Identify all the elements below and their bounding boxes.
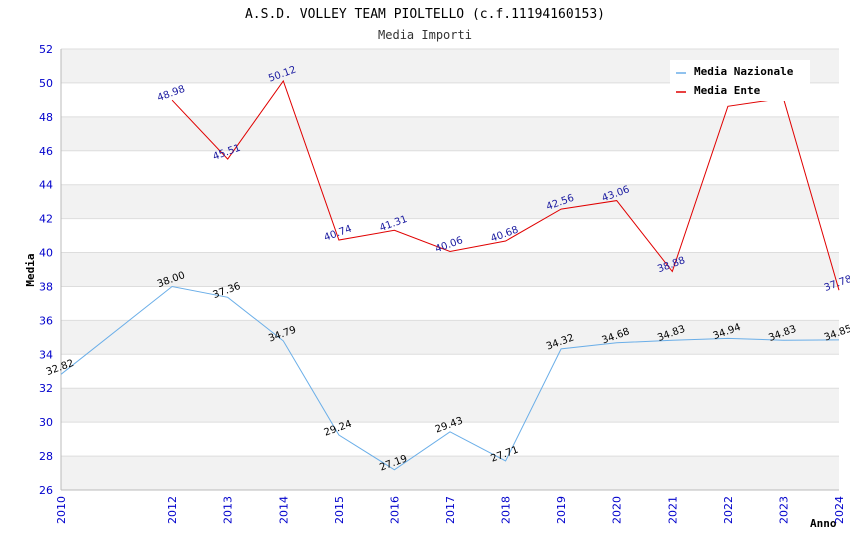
x-tick-label: 2015	[333, 496, 346, 524]
grid-band	[61, 184, 839, 219]
x-tick-label: 2017	[444, 496, 457, 524]
x-tick-label: 2014	[277, 496, 290, 524]
x-tick-label: 2023	[777, 496, 790, 524]
grid-band	[61, 456, 839, 490]
y-tick-label: 28	[39, 450, 53, 463]
y-tick-label: 50	[39, 77, 53, 90]
x-tick-label: 2013	[222, 496, 235, 524]
y-tick-label: 52	[39, 43, 53, 56]
data-label-media-ente: 40.74	[323, 224, 354, 244]
y-tick-label: 38	[39, 280, 53, 293]
x-tick-label: 2018	[500, 496, 513, 524]
y-tick-label: 42	[39, 213, 53, 226]
y-tick-label: 44	[39, 179, 53, 192]
legend-label-media-ente: Media Ente	[694, 84, 761, 97]
y-axis-title: Media	[24, 253, 37, 286]
chart-subtitle: Media Importi	[378, 28, 472, 42]
grid-band	[61, 252, 839, 287]
x-tick-label: 2010	[55, 496, 68, 524]
data-label-media-ente: 48.98	[156, 84, 187, 104]
y-tick-label: 34	[39, 348, 53, 361]
grid-band	[61, 320, 839, 355]
legend-background	[670, 60, 810, 101]
y-tick-label: 30	[39, 416, 53, 429]
x-tick-label: 2019	[555, 496, 568, 524]
series-line-media-nazionale	[60, 285, 840, 471]
grid-band	[61, 116, 839, 151]
y-tick-label: 32	[39, 382, 53, 395]
chart-title: A.S.D. VOLLEY TEAM PIOLTELLO (c.f.111941…	[245, 7, 605, 22]
series-line-media-ente	[171, 79, 840, 291]
x-tick-label: 2012	[166, 496, 179, 524]
legend: Media Nazionale Media Ente	[670, 60, 810, 101]
y-tick-label: 48	[39, 111, 53, 124]
x-tick-label: 2024	[833, 496, 846, 524]
x-tick-label: 2020	[611, 496, 624, 524]
x-tick-label: 2022	[722, 496, 735, 524]
y-tick-label: 46	[39, 145, 53, 158]
x-tick-label: 2016	[388, 496, 401, 524]
x-axis-title: Anno	[810, 517, 837, 530]
data-label-media-ente: 40.68	[489, 225, 520, 245]
y-tick-label: 36	[39, 314, 53, 327]
plot-area: 26 28 30 32 34 36 38 40 42 44 46 48 50 52 2010 2012 2013…	[39, 43, 850, 524]
y-tick-label: 26	[39, 484, 53, 497]
grid-band	[61, 388, 839, 423]
legend-label-media-nazionale: Media Nazionale	[694, 65, 794, 78]
x-tick-label: 2021	[666, 496, 679, 524]
y-tick-label: 40	[39, 247, 53, 260]
